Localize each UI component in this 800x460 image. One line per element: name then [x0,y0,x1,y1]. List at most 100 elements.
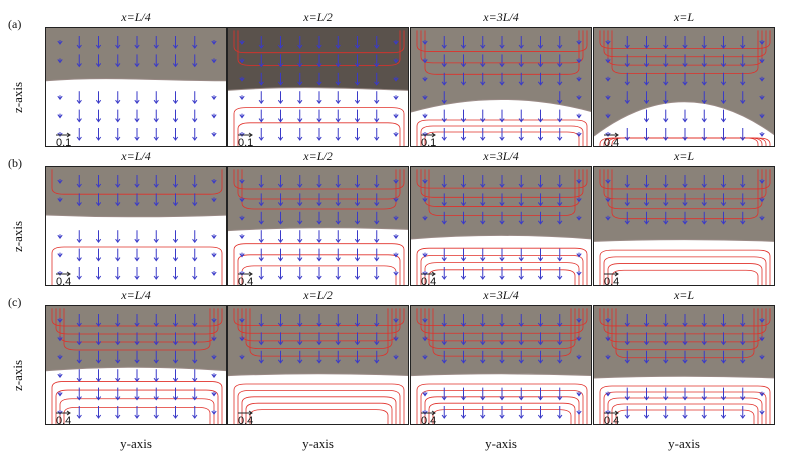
velocity-arrow [239,95,245,101]
velocity-arrow [701,72,707,86]
velocity-arrow [374,350,380,364]
velocity-arrow [115,248,121,262]
velocity-arrow [518,54,524,68]
velocity-arrow [557,387,563,401]
velocity-arrow [211,336,217,342]
velocity-arrow [211,95,217,101]
velocity-arrow [239,215,245,221]
velocity-arrow [663,109,669,123]
velocity-arrow [480,54,486,68]
velocity-arrow [335,72,341,86]
streamline [63,308,211,351]
velocity-arrow [537,54,544,68]
velocity-arrow [258,314,264,327]
velocity-arrow [374,109,380,123]
velocity-arrow [374,72,380,86]
velocity-arrow [277,72,284,86]
velocity-arrow [537,267,544,280]
velocity-arrow [374,248,380,262]
velocity-arrow [277,109,284,123]
velocity-arrow [422,40,428,45]
velocity-arrow [172,314,179,327]
velocity-arrow [192,314,198,327]
velocity-arrow [537,193,544,207]
velocity-arrow [701,350,707,364]
velocity-arrow [759,113,765,119]
panel-title: x=3L/4 [483,149,519,163]
velocity-arrow [374,230,380,244]
velocity-arrow [720,54,727,68]
velocity-arrow [297,175,303,188]
velocity-arrow [316,332,322,346]
velocity-arrow [192,193,198,207]
velocity-arrow [518,72,524,86]
velocity-arrow [441,36,447,49]
velocity-arrow [701,193,707,207]
scale-arrow [238,132,253,138]
velocity-arrow [759,76,765,82]
velocity-arrow [518,211,524,225]
velocity-arrow [422,391,428,397]
streamline [245,402,393,424]
velocity-arrow [605,354,611,360]
velocity-arrow [172,387,179,401]
velocity-arrow [682,211,688,225]
velocity-arrow [76,332,82,346]
velocity-arrow [57,40,63,45]
streamline [233,169,405,190]
velocity-arrow [393,95,399,101]
flow-panel: 0.4 [410,166,592,286]
velocity-arrow [76,406,82,419]
velocity-arrow [316,72,322,86]
upper-fluid-region [46,28,226,81]
interface-line [228,227,408,232]
z-axis-label: z-axis [8,194,26,254]
velocity-arrow [374,193,380,207]
velocity-arrow [576,252,582,258]
velocity-arrow [682,332,688,346]
velocity-arrow [335,230,341,244]
velocity-arrow [258,193,264,207]
streamline [233,383,405,424]
velocity-arrow [480,128,486,141]
velocity-arrow [354,193,361,207]
velocity-arrow [95,387,102,401]
velocity-arrow [643,406,650,419]
velocity-arrow [759,58,765,64]
velocity-arrow [153,369,159,383]
velocity-arrow [239,58,245,64]
velocity-arrow [441,350,447,364]
upper-fluid-region [46,167,226,217]
velocity-arrow [297,211,303,225]
velocity-arrow [76,193,82,207]
velocity-arrow [297,109,303,123]
velocity-arrow [258,248,264,262]
velocity-arrow [759,179,765,184]
velocity-arrow [518,267,524,280]
velocity-arrow [153,332,159,346]
velocity-arrow [374,267,380,280]
velocity-arrow [153,175,159,188]
velocity-arrow [115,54,121,68]
velocity-arrow [576,215,582,221]
lower-fluid-region [411,99,591,146]
velocity-arrow [499,128,505,141]
velocity-arrow [211,179,217,184]
flow-field: 0.4 [411,306,591,424]
velocity-arrow [192,406,198,419]
velocity-arrow [701,54,707,68]
velocity-arrow [134,36,140,49]
row-label: (b) [8,156,22,170]
velocity-arrow [76,314,82,327]
streamline [416,247,588,285]
velocity-arrow [172,91,179,105]
velocity-arrow [211,113,217,119]
velocity-arrow [76,36,82,49]
velocity-arrow [576,40,582,45]
lower-fluid-region [228,373,408,424]
velocity-arrow [682,36,688,49]
scale-arrow [604,132,619,138]
velocity-arrow [316,248,322,262]
velocity-arrow [172,175,179,188]
